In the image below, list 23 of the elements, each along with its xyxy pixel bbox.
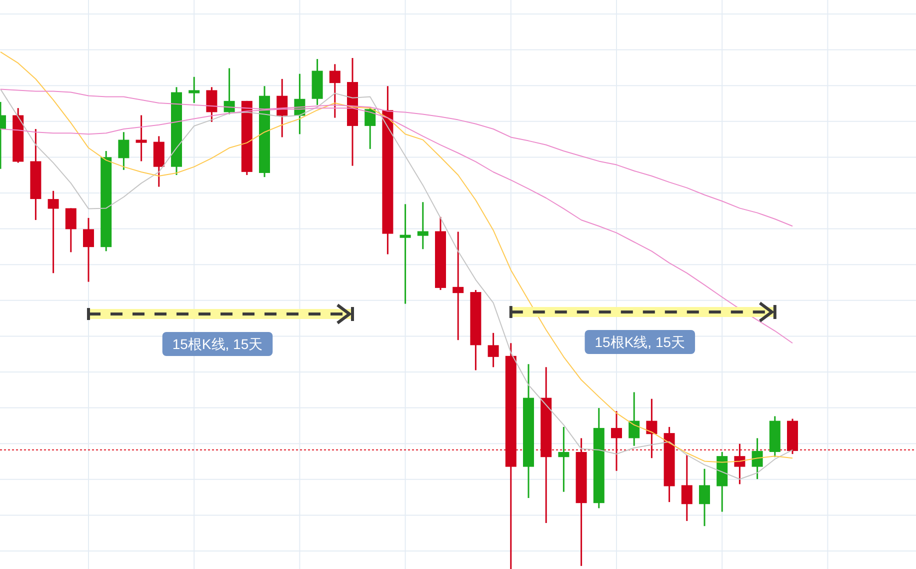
candlestick [136, 114, 147, 162]
candlestick [611, 410, 622, 472]
candlestick [699, 468, 710, 527]
candlestick [206, 86, 218, 123]
candlestick [83, 217, 94, 283]
candlestick [752, 437, 763, 480]
candlestick [452, 230, 464, 341]
candlestick [734, 443, 746, 485]
candlestick [488, 332, 499, 368]
candlestick [417, 201, 428, 250]
candlestick [400, 203, 411, 305]
candlestick [329, 63, 340, 119]
candlestick [48, 190, 59, 274]
candlestick [558, 426, 570, 493]
annotation: 15根K线, 15天 [594, 334, 686, 350]
annotation: 15根K线, 15天 [172, 336, 263, 352]
candlestick [628, 391, 640, 447]
candlestick [681, 454, 692, 522]
candlestick [646, 398, 658, 459]
candlestick [118, 131, 130, 171]
candlestick [364, 106, 376, 150]
candlestick [65, 207, 76, 253]
candlestick [188, 76, 200, 104]
